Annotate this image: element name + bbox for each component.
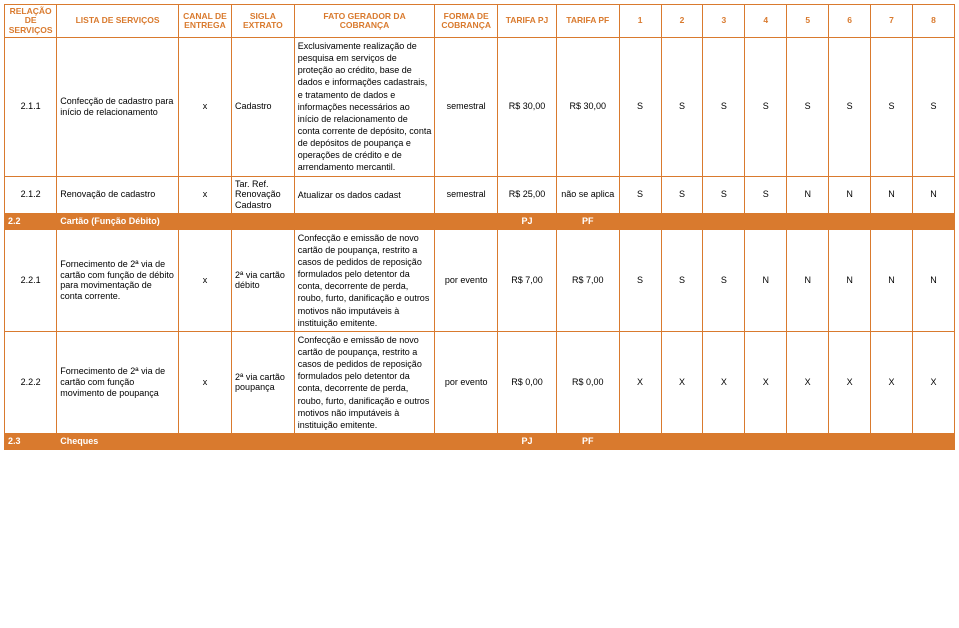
section-row: 2.2 Cartão (Função Débito) PJ PF: [5, 213, 955, 229]
table-row: 2.2.1 Fornecimento de 2ª via de cartão c…: [5, 229, 955, 331]
cell-c8: X: [912, 331, 954, 433]
section-pj: PJ: [498, 213, 557, 229]
cell-c8: S: [912, 38, 954, 177]
cell-canal: x: [178, 176, 231, 213]
cell-c6: N: [829, 176, 871, 213]
col-1: 1: [619, 5, 661, 38]
cell-fato: Atualizar os dados cadast: [294, 176, 435, 213]
section-pf: PF: [556, 434, 619, 450]
cell-rel: 2.2.2: [5, 331, 57, 433]
table-row: 2.2.2 Fornecimento de 2ª via de cartão c…: [5, 331, 955, 433]
section-pf: PF: [556, 213, 619, 229]
col-tarifa-pf: TARIFA PF: [556, 5, 619, 38]
cell-pj: R$ 7,00: [498, 229, 557, 331]
col-6: 6: [829, 5, 871, 38]
cell-canal: x: [178, 38, 231, 177]
cell-sigla: 2ª via cartão débito: [232, 229, 295, 331]
cell-c2: S: [661, 38, 703, 177]
cell-c3: S: [703, 229, 745, 331]
cell-c1: X: [619, 331, 661, 433]
cell-pj: R$ 30,00: [498, 38, 557, 177]
cell-canal: x: [178, 331, 231, 433]
cell-c4: S: [745, 38, 787, 177]
cell-rel: 2.1.2: [5, 176, 57, 213]
cell-sigla: Cadastro: [232, 38, 295, 177]
cell-sigla: Tar. Ref. Renovação Cadastro: [232, 176, 295, 213]
cell-c2: X: [661, 331, 703, 433]
cell-c2: S: [661, 229, 703, 331]
col-forma: FORMA DE COBRANÇA: [435, 5, 498, 38]
section-title: Cartão (Função Débito): [57, 213, 498, 229]
cell-lista: Renovação de cadastro: [57, 176, 179, 213]
cell-c8: N: [912, 229, 954, 331]
cell-lista: Confecção de cadastro para início de rel…: [57, 38, 179, 177]
cell-c5: X: [787, 331, 829, 433]
cell-lista: Fornecimento de 2ª via de cartão com fun…: [57, 331, 179, 433]
cell-pf: R$ 30,00: [556, 38, 619, 177]
section-code: 2.2: [5, 213, 57, 229]
cell-lista: Fornecimento de 2ª via de cartão com fun…: [57, 229, 179, 331]
col-2: 2: [661, 5, 703, 38]
cell-sigla: 2ª via cartão poupança: [232, 331, 295, 433]
cell-c1: S: [619, 229, 661, 331]
col-7: 7: [871, 5, 913, 38]
cell-rel: 2.1.1: [5, 38, 57, 177]
cell-c2: S: [661, 176, 703, 213]
cell-fato: Confecção e emissão de novo cartão de po…: [294, 229, 435, 331]
col-relacao: RELAÇÃO DE SERVIÇOS: [5, 5, 57, 38]
cell-pf: R$ 7,00: [556, 229, 619, 331]
col-fato: FATO GERADOR DA COBRANÇA: [294, 5, 435, 38]
col-sigla: SIGLA EXTRATO: [232, 5, 295, 38]
cell-forma: por evento: [435, 331, 498, 433]
cell-pf: não se aplica: [556, 176, 619, 213]
table-header-row: RELAÇÃO DE SERVIÇOS LISTA DE SERVIÇOS CA…: [5, 5, 955, 38]
cell-pj: R$ 0,00: [498, 331, 557, 433]
section-pj: PJ: [498, 434, 557, 450]
col-tarifa-pj: TARIFA PJ: [498, 5, 557, 38]
cell-c6: N: [829, 229, 871, 331]
section-title: Cheques: [57, 434, 498, 450]
col-canal: CANAL DE ENTREGA: [178, 5, 231, 38]
services-table: RELAÇÃO DE SERVIÇOS LISTA DE SERVIÇOS CA…: [4, 4, 955, 450]
section-code: 2.3: [5, 434, 57, 450]
cell-c5: S: [787, 38, 829, 177]
cell-c7: N: [871, 229, 913, 331]
cell-c7: N: [871, 176, 913, 213]
cell-fato: Confecção e emissão de novo cartão de po…: [294, 331, 435, 433]
cell-c1: S: [619, 176, 661, 213]
cell-c7: X: [871, 331, 913, 433]
col-lista: LISTA DE SERVIÇOS: [57, 5, 179, 38]
cell-c5: N: [787, 176, 829, 213]
section-blank: [619, 213, 954, 229]
cell-c7: S: [871, 38, 913, 177]
cell-rel: 2.2.1: [5, 229, 57, 331]
col-3: 3: [703, 5, 745, 38]
cell-c6: X: [829, 331, 871, 433]
cell-c6: S: [829, 38, 871, 177]
section-blank: [619, 434, 954, 450]
cell-pj: R$ 25,00: [498, 176, 557, 213]
cell-c1: S: [619, 38, 661, 177]
col-5: 5: [787, 5, 829, 38]
section-row: 2.3 Cheques PJ PF: [5, 434, 955, 450]
cell-forma: semestral: [435, 38, 498, 177]
cell-c5: N: [787, 229, 829, 331]
cell-canal: x: [178, 229, 231, 331]
cell-c4: S: [745, 176, 787, 213]
cell-fato: Exclusivamente realização de pesquisa em…: [294, 38, 435, 177]
cell-c3: X: [703, 331, 745, 433]
table-row: 2.1.2 Renovação de cadastro x Tar. Ref. …: [5, 176, 955, 213]
cell-pf: R$ 0,00: [556, 331, 619, 433]
cell-c3: S: [703, 176, 745, 213]
cell-c4: N: [745, 229, 787, 331]
cell-c3: S: [703, 38, 745, 177]
col-4: 4: [745, 5, 787, 38]
col-8: 8: [912, 5, 954, 38]
cell-forma: semestral: [435, 176, 498, 213]
cell-c8: N: [912, 176, 954, 213]
cell-c4: X: [745, 331, 787, 433]
cell-forma: por evento: [435, 229, 498, 331]
table-row: 2.1.1 Confecção de cadastro para início …: [5, 38, 955, 177]
